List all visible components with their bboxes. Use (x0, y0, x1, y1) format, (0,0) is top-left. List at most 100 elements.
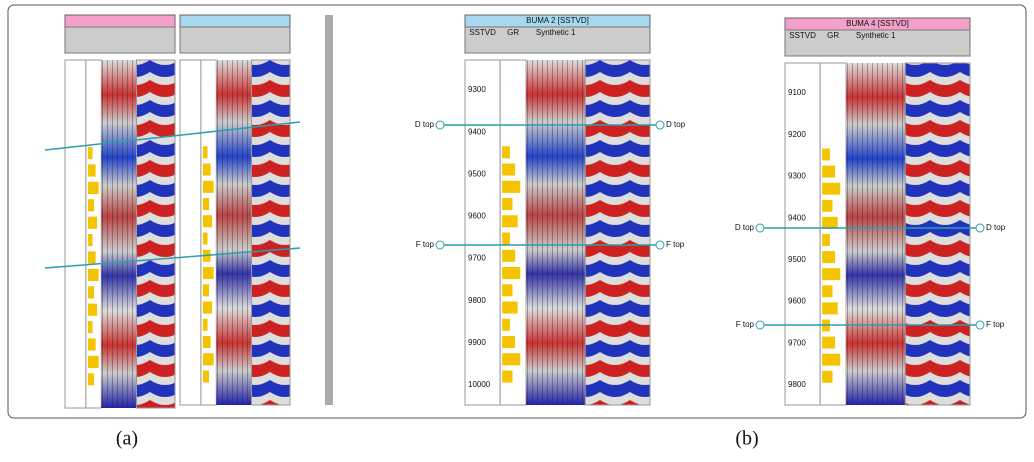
gr-fill (822, 268, 841, 281)
depth-label: 9700 (788, 338, 806, 347)
gr-fill (87, 355, 99, 368)
marker-label: D top (986, 223, 1006, 232)
track-header (179, 14, 291, 28)
depth-label: 9400 (788, 213, 806, 222)
gr-fill (87, 251, 96, 264)
gr-fill (822, 302, 838, 315)
gr-fill (87, 268, 99, 281)
gr-fill (202, 180, 214, 193)
marker-label: D top (735, 223, 755, 232)
column-header (784, 29, 971, 57)
gr-fill (87, 373, 95, 386)
marker-label: F top (986, 320, 1005, 329)
marker-knob (655, 240, 665, 250)
gr-fill (502, 215, 518, 228)
gr-fill (502, 249, 516, 262)
seismic-column (584, 59, 651, 406)
caption: (b) (735, 428, 758, 450)
gr-fill (502, 301, 518, 314)
depth-label: 9500 (468, 169, 486, 178)
gr-fill (87, 286, 95, 299)
gr-fill (87, 181, 99, 194)
seismic-column (136, 59, 176, 409)
marker-knob (655, 120, 665, 130)
marker-knob (755, 320, 765, 330)
gr-fill (202, 318, 208, 331)
seismic-column (904, 62, 971, 406)
gr-fill (822, 165, 836, 178)
gr-fill (822, 148, 830, 161)
track-title: BUMA 4 [SSTVD] (846, 19, 909, 28)
track-title: BUMA 2 [SSTVD] (526, 16, 589, 25)
depth-label: 9800 (788, 380, 806, 389)
depth-column (784, 62, 821, 406)
gr-fill (822, 199, 833, 212)
marker-knob (435, 120, 445, 130)
synthetic-wiggles (216, 60, 252, 405)
gr-fill (87, 199, 95, 212)
gr-fill (87, 303, 98, 316)
gr-fill (502, 284, 513, 297)
depth-label: 9600 (788, 297, 806, 306)
gr-fill (822, 182, 841, 195)
caption: (a) (116, 428, 138, 450)
depth-label: 9600 (468, 212, 486, 221)
gr-fill (822, 336, 836, 349)
depth-column (179, 59, 202, 406)
marker-knob (975, 223, 985, 233)
column-label: GR (827, 31, 839, 40)
depth-label: 9500 (788, 255, 806, 264)
gr-fill (502, 180, 521, 193)
gr-fill (202, 336, 211, 349)
column-label: Synthetic 1 (856, 31, 896, 40)
frame (7, 4, 1027, 419)
gr-fill (502, 353, 521, 366)
marker-label: D top (415, 120, 435, 129)
column-header (179, 26, 291, 54)
column-label: SSTVD (789, 31, 816, 40)
gr-fill (87, 147, 93, 160)
gr-fill (502, 163, 516, 176)
synthetic-wiggles (101, 60, 137, 408)
gr-fill (502, 198, 513, 211)
depth-label: 9200 (788, 130, 806, 139)
gr-fill (202, 163, 211, 176)
depth-label: 9800 (468, 296, 486, 305)
depth-label: 9400 (468, 127, 486, 136)
gr-fill (502, 336, 516, 349)
marker-line (44, 247, 301, 269)
gr-fill (822, 285, 833, 298)
synthetic-wiggles (846, 63, 906, 405)
marker-knob (755, 223, 765, 233)
gr-fill (202, 267, 214, 280)
depth-label: 9300 (788, 172, 806, 181)
depth-label: 9900 (468, 338, 486, 347)
gr-fill (822, 216, 838, 229)
gr-fill (202, 198, 210, 211)
gr-fill (202, 370, 210, 383)
depth-column (464, 59, 501, 406)
marker-label: F top (736, 320, 755, 329)
gr-fill (822, 234, 830, 246)
gr-fill (202, 284, 210, 297)
gr-fill (822, 251, 836, 264)
column-header (464, 26, 651, 54)
gr-fill (202, 146, 208, 159)
gr-fill (822, 353, 841, 366)
marker-label: F top (416, 240, 435, 249)
gr-fill (87, 164, 96, 177)
gr-fill (822, 370, 833, 383)
seismic-column (251, 59, 291, 406)
gr-fill (202, 215, 213, 228)
gr-fill (87, 321, 93, 334)
marker-line (44, 121, 301, 151)
gr-fill (202, 353, 214, 366)
track-header (64, 14, 176, 28)
depth-column (64, 59, 87, 409)
column-label: Synthetic 1 (536, 28, 576, 37)
gr-fill (502, 370, 513, 383)
gr-fill (502, 232, 510, 245)
marker-knob (435, 240, 445, 250)
gr-fill (87, 338, 96, 351)
